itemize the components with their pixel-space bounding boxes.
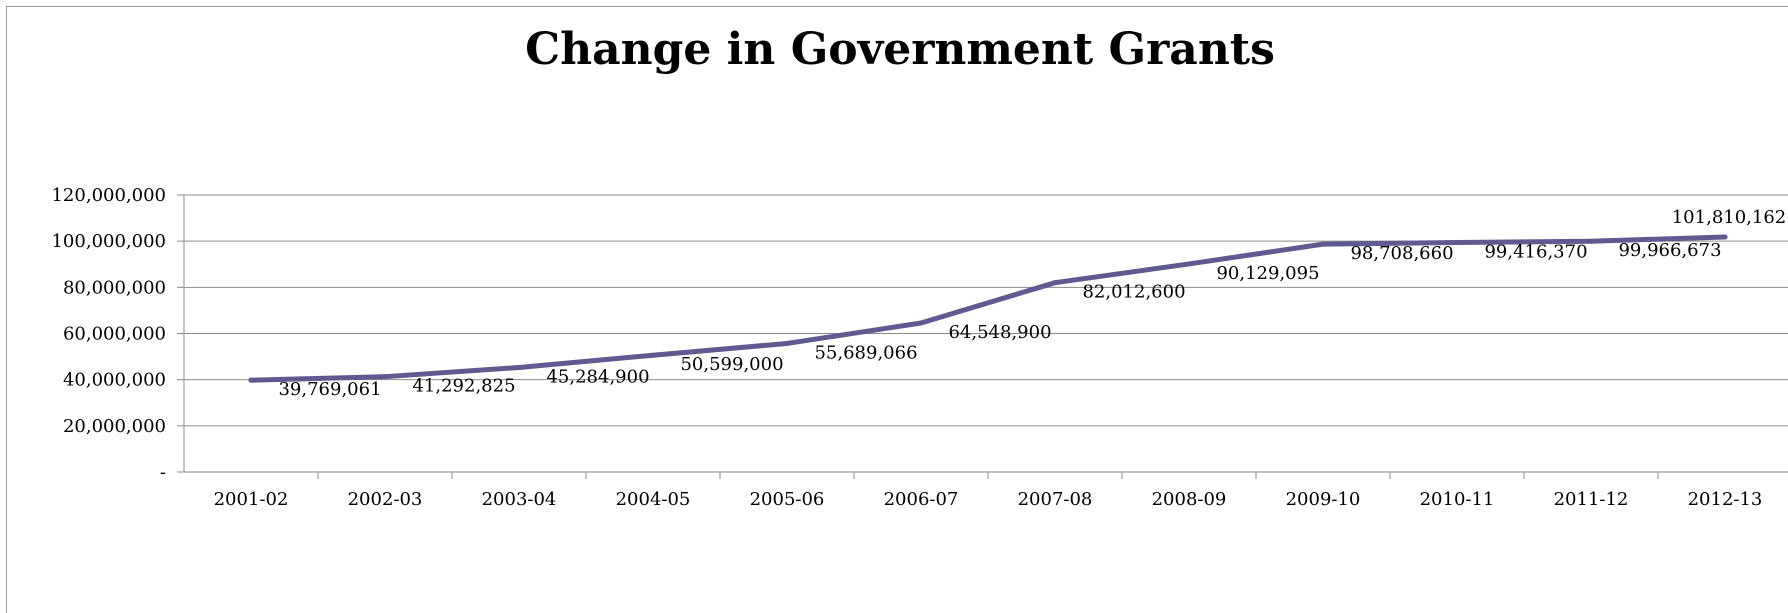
x-tick-label: 2008-09 bbox=[1152, 489, 1227, 510]
x-tick-label: 2009-10 bbox=[1286, 489, 1361, 510]
y-tick-label: 100,000,000 bbox=[51, 231, 166, 252]
data-label: 99,416,370 bbox=[1484, 242, 1587, 263]
data-point bbox=[1588, 238, 1594, 244]
data-label: 98,708,660 bbox=[1350, 243, 1453, 264]
data-point bbox=[1186, 261, 1192, 267]
data-point bbox=[1454, 240, 1460, 246]
chart-title: Change in Government Grants bbox=[525, 24, 1275, 75]
chart-frame bbox=[6, 6, 1788, 613]
x-tick-label: 2007-08 bbox=[1018, 489, 1093, 510]
y-tick-label: - bbox=[160, 462, 166, 483]
data-label: 101,810,162 bbox=[1672, 207, 1787, 228]
y-tick-label: 40,000,000 bbox=[63, 370, 166, 391]
data-point bbox=[516, 364, 522, 370]
data-point bbox=[650, 352, 656, 358]
data-point bbox=[1052, 280, 1058, 286]
x-tick-label: 2005-06 bbox=[750, 489, 825, 510]
data-label: 99,966,673 bbox=[1618, 240, 1721, 261]
data-label: 82,012,600 bbox=[1082, 282, 1185, 303]
data-label: 41,292,825 bbox=[412, 376, 515, 397]
x-tick-label: 2011-12 bbox=[1554, 489, 1629, 510]
x-tick-label: 2012-13 bbox=[1688, 489, 1763, 510]
data-point bbox=[382, 374, 388, 380]
data-label: 39,769,061 bbox=[278, 379, 381, 400]
series-line bbox=[248, 234, 1728, 383]
data-label: 45,284,900 bbox=[546, 366, 649, 387]
x-tick-label: 2002-03 bbox=[348, 489, 423, 510]
data-label: 55,689,066 bbox=[814, 342, 917, 363]
x-tick-label: 2006-07 bbox=[884, 489, 959, 510]
data-point bbox=[1320, 241, 1326, 247]
data-point bbox=[248, 377, 254, 383]
x-tick-label: 2001-02 bbox=[214, 489, 289, 510]
data-label: 90,129,095 bbox=[1216, 263, 1319, 284]
y-tick-label: 60,000,000 bbox=[63, 324, 166, 345]
y-tick-label: 80,000,000 bbox=[63, 277, 166, 298]
data-label: 64,548,900 bbox=[948, 322, 1051, 343]
data-point bbox=[784, 340, 790, 346]
data-label: 50,599,000 bbox=[680, 354, 783, 375]
y-tick-label: 20,000,000 bbox=[63, 416, 166, 437]
y-tick-label: 120,000,000 bbox=[51, 185, 166, 206]
x-tick-label: 2004-05 bbox=[616, 489, 691, 510]
x-tick-label: 2003-04 bbox=[482, 489, 557, 510]
x-tick-label: 2010-11 bbox=[1420, 489, 1495, 510]
data-point bbox=[1722, 234, 1728, 240]
data-point bbox=[918, 320, 924, 326]
